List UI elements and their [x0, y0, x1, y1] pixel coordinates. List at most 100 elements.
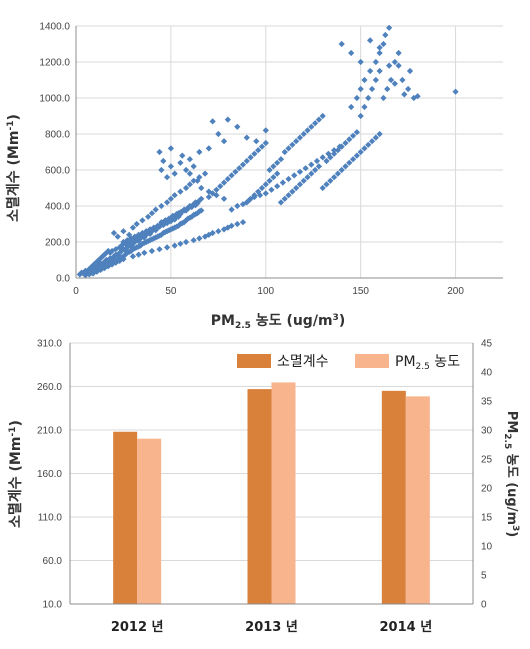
- scatter-point: [224, 175, 231, 183]
- scatter-point: [289, 188, 296, 195]
- scatter-point: [401, 91, 408, 98]
- scatter-point: [245, 197, 252, 204]
- scatter-point: [353, 152, 360, 159]
- bar-right-y-tick-label: 20: [481, 484, 493, 495]
- scatter-point: [404, 85, 412, 93]
- bar-left-y-tick-label: 260.0: [37, 382, 62, 393]
- scatter-point: [220, 195, 228, 202]
- scatter-point: [296, 134, 304, 141]
- scatter-point: [452, 88, 459, 95]
- bar-right-y-tick-label: 40: [481, 368, 493, 379]
- legend-swatch-extinction: [237, 354, 271, 368]
- bar-right-y-axis-title: PM2.5 농도 (ug/m3): [502, 411, 520, 537]
- scatter-point: [177, 188, 184, 195]
- scatter-point: [156, 246, 163, 253]
- scatter-point: [182, 238, 190, 246]
- bar-right-y-tick-label: 45: [481, 339, 493, 350]
- bar-legend: 소멸계수 PM2.5 농도: [237, 354, 460, 372]
- scatter-point: [145, 213, 152, 220]
- scatter-point: [198, 195, 205, 202]
- scatter-point: [171, 216, 178, 223]
- scatter-point: [334, 170, 342, 177]
- scatter-point: [105, 247, 112, 255]
- scatter-point: [247, 154, 254, 161]
- scatter-x-tick-label: 0: [73, 286, 79, 297]
- scatter-point: [186, 156, 193, 163]
- bar-left-y-tick-label: 310.0: [37, 339, 62, 350]
- scatter-point: [384, 85, 391, 93]
- scatter-point: [209, 229, 216, 237]
- scatter-point: [190, 163, 197, 170]
- scatter-point: [251, 150, 258, 157]
- scatter-point: [177, 240, 184, 247]
- bar-left-y-tick-label: 110.0: [38, 513, 63, 524]
- scatter-point: [372, 76, 379, 84]
- scatter-point: [239, 219, 247, 226]
- scatter-y-tick-label: 200.0: [45, 238, 70, 249]
- scatter-point: [313, 157, 321, 165]
- scatter-point: [291, 172, 298, 179]
- scatter-point: [209, 118, 216, 125]
- scatter-point: [190, 177, 197, 184]
- scatter-point: [194, 177, 201, 184]
- bar-extinction-2: [247, 389, 272, 604]
- scatter-point: [406, 67, 414, 75]
- scatter-point: [262, 190, 269, 197]
- scatter-point: [160, 157, 167, 165]
- scatter-point: [205, 145, 212, 152]
- scatter-point: [372, 134, 379, 141]
- scatter-point: [262, 127, 269, 134]
- scatter-point: [361, 76, 368, 84]
- scatter-axes: [75, 26, 503, 279]
- scatter-point: [139, 217, 146, 224]
- scatter-point: [196, 148, 203, 156]
- scatter-point: [395, 49, 402, 57]
- scatter-point: [135, 251, 142, 258]
- scatter-point: [330, 147, 338, 154]
- bar-left-y-tick-label: 160.0: [37, 469, 62, 480]
- bar-right-y-tick-labels: 0 5 10 15 20 25 30 35 40 45: [481, 339, 493, 611]
- scatter-y-tick-label: 600.0: [45, 166, 70, 177]
- scatter-point: [133, 220, 140, 228]
- scatter-y-tick-label: 800.0: [45, 130, 70, 141]
- scatter-point: [167, 163, 175, 170]
- scatter-point: [232, 168, 239, 175]
- scatter-x-axis-title: PM2.5 농도 (ug/m3): [211, 313, 345, 331]
- scatter-point: [367, 37, 374, 44]
- bar-right-y-tick-label: 10: [481, 542, 493, 553]
- scatter-point: [114, 233, 121, 240]
- scatter-point: [380, 94, 387, 102]
- scatter-points: [76, 24, 459, 279]
- scatter-point: [234, 202, 241, 210]
- bar-category-labels: 2012 년 2013 년 2014 년: [111, 620, 432, 635]
- scatter-point: [215, 130, 222, 138]
- scatter-point: [217, 183, 224, 190]
- scatter-point: [129, 253, 137, 260]
- scatter-y-tick-labels: 0.0 200.0 400.0 600.0 800.0 1000.0 1200.0 1400.…: [39, 22, 70, 285]
- scatter-point: [145, 229, 152, 237]
- scatter-point: [158, 202, 165, 210]
- scatter-point: [357, 85, 364, 93]
- bar-pm25-3: [405, 396, 430, 604]
- scatter-point: [348, 49, 355, 57]
- scatter-point: [190, 237, 197, 244]
- scatter-point: [158, 166, 165, 174]
- scatter-point: [205, 188, 212, 195]
- scatter-point: [186, 181, 193, 188]
- bar-left-y-tick-label: 10.0: [43, 600, 63, 611]
- bar-right-y-tick-label: 35: [481, 397, 493, 408]
- scatter-x-tick-label: 100: [257, 286, 274, 297]
- bar-left-y-tick-label: 210.0: [37, 426, 62, 437]
- scatter-point: [182, 166, 190, 174]
- scatter-point: [167, 145, 175, 152]
- scatter-point: [236, 165, 243, 172]
- scatter-point: [279, 179, 286, 186]
- scatter-point: [308, 170, 315, 177]
- scatter-x-tick-label: 200: [447, 286, 464, 297]
- bar-right-y-tick-label: 5: [481, 571, 487, 582]
- scatter-point: [110, 229, 118, 237]
- scatter-point: [201, 170, 209, 177]
- legend-swatch-pm25: [355, 354, 389, 368]
- bar-extinction-3: [381, 390, 406, 604]
